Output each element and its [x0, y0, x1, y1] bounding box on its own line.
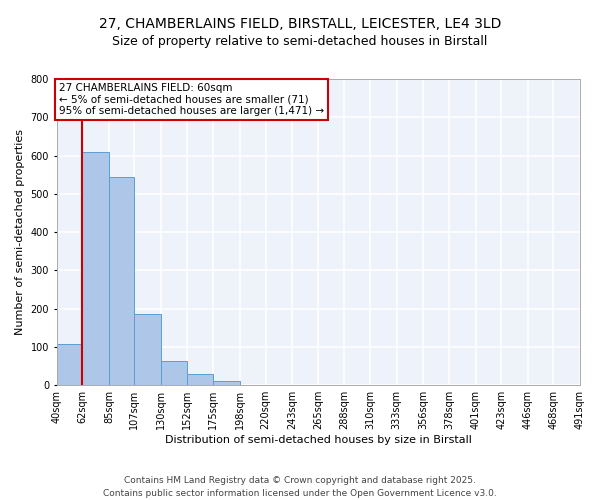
Text: 27, CHAMBERLAINS FIELD, BIRSTALL, LEICESTER, LE4 3LD: 27, CHAMBERLAINS FIELD, BIRSTALL, LEICES…: [99, 18, 501, 32]
Bar: [214, 382, 240, 385]
Bar: [161, 362, 187, 385]
Bar: [82, 152, 109, 385]
Bar: [109, 176, 134, 385]
Text: Size of property relative to semi-detached houses in Birstall: Size of property relative to semi-detach…: [112, 35, 488, 48]
Bar: [187, 374, 214, 385]
Bar: [56, 344, 82, 385]
X-axis label: Distribution of semi-detached houses by size in Birstall: Distribution of semi-detached houses by …: [165, 435, 472, 445]
Y-axis label: Number of semi-detached properties: Number of semi-detached properties: [15, 129, 25, 335]
Text: Contains HM Land Registry data © Crown copyright and database right 2025.
Contai: Contains HM Land Registry data © Crown c…: [103, 476, 497, 498]
Bar: [134, 314, 161, 385]
Text: 27 CHAMBERLAINS FIELD: 60sqm
← 5% of semi-detached houses are smaller (71)
95% o: 27 CHAMBERLAINS FIELD: 60sqm ← 5% of sem…: [59, 83, 324, 116]
